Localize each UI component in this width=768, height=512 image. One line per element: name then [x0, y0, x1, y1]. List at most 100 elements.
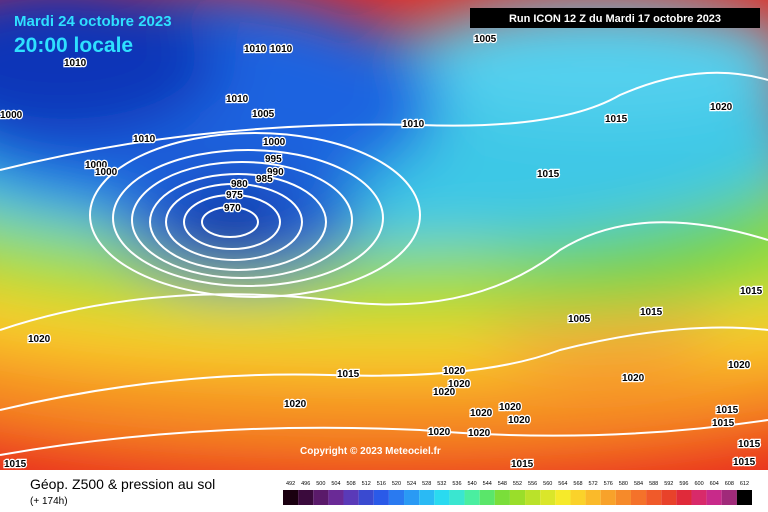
copyright: Copyright © 2023 Meteociel.fr — [300, 446, 441, 457]
scale-cell — [464, 490, 480, 505]
isobar-label: 1020 — [710, 102, 733, 113]
isobar-label: 1015 — [605, 114, 628, 125]
isobar-label: 1015 — [337, 369, 360, 380]
field — [0, 0, 768, 470]
scale-label: 512 — [362, 481, 371, 487]
isobar-label: 1020 — [433, 387, 456, 398]
isobar-label: 1010 — [402, 119, 425, 130]
scale-label: 604 — [710, 481, 719, 487]
scale-label: 544 — [483, 481, 492, 487]
scale-label: 500 — [316, 481, 325, 487]
scale-cell — [525, 490, 541, 505]
isobar-label: 1010 — [244, 44, 267, 55]
isobar-label: 990 — [267, 167, 284, 178]
scale-cell — [585, 490, 601, 505]
time-label: 20:00 locale — [14, 34, 133, 57]
isobar-label: 1020 — [428, 427, 451, 438]
scale-label: 508 — [346, 481, 355, 487]
scale-cell — [555, 490, 571, 505]
scale-label: 552 — [513, 481, 522, 487]
isobar-label: 1000 — [263, 137, 286, 148]
date-label: Mardi 24 octobre 2023 — [14, 13, 172, 30]
isobar-label: 1015 — [740, 286, 763, 297]
scale-cell — [570, 490, 586, 505]
isobar-label: 1015 — [738, 439, 761, 450]
scale-cell — [736, 490, 752, 505]
scale-label: 516 — [377, 481, 386, 487]
isobar-label: 1015 — [712, 418, 735, 429]
scale-label: 580 — [619, 481, 628, 487]
isobar-label: 1005 — [474, 34, 497, 45]
scale-cell — [404, 490, 420, 505]
scale-label: 496 — [301, 481, 310, 487]
scale-cell — [298, 490, 314, 505]
isobar-label: 980 — [231, 179, 248, 190]
isobar-label: 1015 — [511, 459, 534, 470]
isobar-label: 1015 — [716, 405, 739, 416]
scale-label: 600 — [694, 481, 703, 487]
isobar-label: 1015 — [733, 457, 756, 468]
scale-cell — [721, 490, 737, 505]
run-box — [470, 8, 760, 28]
isobar-label: 1015 — [4, 459, 27, 470]
isobar-label: 1020 — [508, 415, 531, 426]
scale-cell — [691, 490, 707, 505]
isobar-label: 1020 — [28, 334, 51, 345]
isobar-label: 1020 — [622, 373, 645, 384]
isobar-lines — [0, 71, 768, 456]
scale-cell — [313, 490, 329, 505]
isobar-label: 1000 — [95, 167, 118, 178]
scale-label: 540 — [468, 481, 477, 487]
scale-label: 504 — [331, 481, 340, 487]
isobar-label: 1020 — [284, 399, 307, 410]
scale-label: 608 — [725, 481, 734, 487]
scale-cell — [343, 490, 359, 505]
scale-cell — [388, 490, 405, 505]
legend-lead: (+ 174h) — [30, 496, 68, 507]
scale-label: 528 — [422, 481, 431, 487]
isobar-label: 1020 — [448, 379, 471, 390]
scale-cell — [373, 490, 389, 505]
scale-cell — [419, 490, 435, 505]
isobar-label: 1020 — [728, 360, 751, 371]
scale-cell — [509, 490, 526, 505]
scale-label: 524 — [407, 481, 416, 487]
scale-label: 576 — [604, 481, 613, 487]
scale-label: 492 — [286, 481, 295, 487]
isobar-label: 1020 — [499, 402, 522, 413]
scale-cell — [358, 490, 374, 505]
legend-title: Géop. Z500 & pression au sol — [30, 476, 215, 492]
scale-cell — [449, 490, 465, 505]
scale-label: 572 — [589, 481, 598, 487]
isobar-label: 985 — [256, 174, 273, 185]
scale-cell — [494, 490, 510, 505]
scale-label: 596 — [679, 481, 688, 487]
scale-label: 568 — [573, 481, 582, 487]
isobar-label: 1015 — [640, 307, 663, 318]
scale-label: 536 — [452, 481, 461, 487]
isobar-label: 1020 — [443, 366, 466, 377]
isobar-label: 1020 — [470, 408, 493, 419]
scale-label: 592 — [664, 481, 673, 487]
scale-label: 520 — [392, 481, 401, 487]
scale-cell — [706, 490, 722, 505]
scale-label: 564 — [558, 481, 567, 487]
isobar-label: 1010 — [226, 94, 249, 105]
scale-label: 548 — [498, 481, 507, 487]
scale-cell — [630, 490, 647, 505]
scale-cell — [615, 490, 631, 505]
isobar-label: 1005 — [568, 314, 591, 325]
scale-cell — [283, 490, 299, 505]
run-label: Run ICON 12 Z du Mardi 17 octobre 2023 — [509, 13, 721, 25]
scale-label: 532 — [437, 481, 446, 487]
isobar-label: 1010 — [270, 44, 293, 55]
scale-cell — [479, 490, 495, 505]
isobar-label: 1015 — [537, 169, 560, 180]
scale-cell — [661, 490, 677, 505]
isobar-label: 995 — [265, 154, 282, 165]
scale-label: 588 — [649, 481, 658, 487]
scale-label: 584 — [634, 481, 643, 487]
scale-label: 556 — [528, 481, 537, 487]
